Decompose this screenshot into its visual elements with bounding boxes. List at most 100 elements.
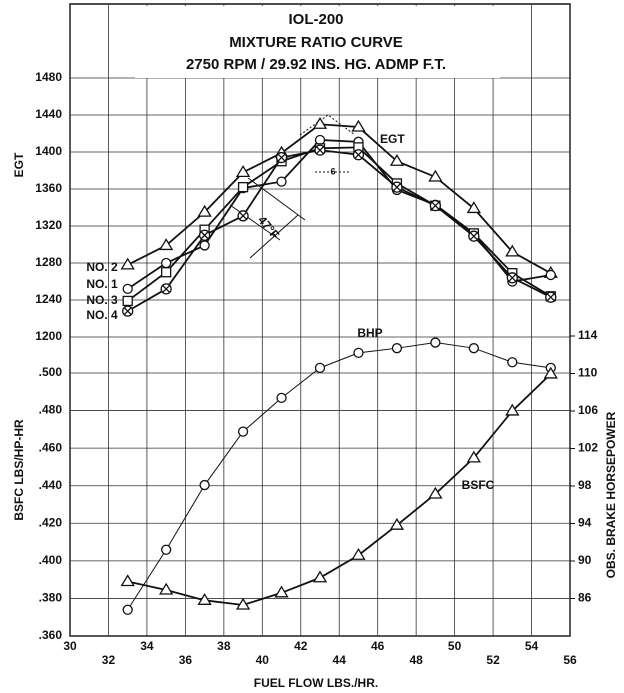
- marker: [466, 201, 481, 214]
- marker: [159, 582, 174, 595]
- marker: [352, 149, 365, 161]
- marker: [120, 257, 135, 270]
- series-line: [127, 139, 551, 290]
- annotation: EGT: [380, 132, 405, 146]
- x-axis-label: FUEL FLOW LBS./HR.: [254, 676, 378, 690]
- x-tick-label: 52: [486, 653, 500, 667]
- title-box: [135, 6, 500, 78]
- chart-subtitle: MIXTURE RATIO CURVE: [229, 34, 403, 51]
- y-tick-label: 1320: [35, 218, 62, 232]
- marker: [122, 283, 133, 295]
- marker: [505, 403, 520, 416]
- marker: [122, 604, 133, 615]
- marker: [161, 544, 172, 555]
- marker: [314, 134, 326, 146]
- marker: [276, 392, 287, 404]
- y-tick-label: 1200: [35, 329, 62, 343]
- y3-axis-label: OBS. BRAKE HORSEPOWER: [604, 411, 618, 578]
- plot-frame: [69, 3, 571, 637]
- marker: [466, 450, 481, 463]
- marker: [314, 144, 326, 156]
- marker: [428, 486, 443, 499]
- y-tick-label: 1400: [35, 144, 62, 158]
- series-line: [127, 146, 552, 302]
- y2-tick-label: .380: [39, 591, 63, 605]
- marker: [428, 169, 443, 182]
- y3-tick-label: 106: [578, 403, 598, 417]
- x-tick-label: 46: [371, 639, 385, 653]
- series-line: [127, 342, 551, 611]
- marker: [237, 210, 249, 222]
- y3-tick-label: 86: [578, 591, 592, 605]
- marker: [429, 200, 442, 212]
- marker: [543, 366, 558, 379]
- series-line: [127, 123, 552, 274]
- series-label: BHP: [357, 326, 382, 340]
- marker: [197, 593, 212, 605]
- marker: [312, 570, 328, 583]
- marker: [161, 257, 172, 269]
- marker: [391, 181, 403, 193]
- marker: [389, 153, 405, 166]
- y-tick-label: 1280: [35, 255, 62, 269]
- y-tick-label: 1360: [35, 181, 62, 195]
- x-tick-label: 56: [563, 653, 577, 667]
- marker: [505, 244, 520, 257]
- x-tick-label: 30: [63, 639, 77, 653]
- annotation-line: [299, 114, 356, 173]
- x-tick-label: 36: [179, 653, 193, 667]
- series-label: NO. 2: [86, 260, 118, 274]
- series-label: NO. 3: [86, 293, 118, 307]
- x-tick-label: 42: [294, 639, 308, 653]
- y2-tick-label: .460: [39, 440, 63, 454]
- marker: [160, 283, 172, 295]
- annotation-line: [229, 204, 281, 241]
- marker: [391, 343, 403, 354]
- marker: [274, 585, 289, 598]
- marker: [351, 119, 366, 132]
- y2-tick-label: .480: [39, 403, 63, 417]
- marker: [314, 362, 326, 374]
- series-line: [127, 373, 552, 606]
- marker: [235, 597, 251, 610]
- annotation: 6: [330, 166, 335, 176]
- x-tick-label: 50: [448, 639, 462, 653]
- marker: [237, 181, 249, 193]
- x-tick-label: 40: [256, 653, 270, 667]
- y3-tick-label: 90: [578, 553, 592, 567]
- y2-axis-label: BSFC LBS/HP-HR: [12, 419, 26, 521]
- y-axis-label: EGT: [12, 152, 26, 177]
- marker: [389, 517, 405, 530]
- marker: [122, 295, 133, 307]
- marker: [430, 337, 441, 348]
- y-tick-label: 1440: [35, 107, 62, 121]
- y3-tick-label: 114: [578, 328, 598, 342]
- x-tick-label: 38: [217, 639, 231, 653]
- annotation-line: [247, 177, 306, 221]
- y-tick-label: 1480: [35, 70, 62, 84]
- marker: [275, 151, 288, 164]
- marker: [235, 165, 251, 177]
- marker: [199, 479, 210, 491]
- marker: [122, 305, 134, 317]
- chart-title: IOL-200: [288, 11, 343, 28]
- y3-tick-label: 102: [578, 441, 598, 455]
- marker: [468, 343, 479, 354]
- marker: [468, 230, 480, 242]
- grid: [69, 4, 571, 637]
- x-tick-label: 54: [525, 639, 539, 653]
- x-tick-label: 32: [102, 653, 116, 667]
- y3-tick-label: 94: [578, 516, 592, 530]
- marker: [353, 347, 364, 359]
- y2-tick-label: .500: [39, 365, 63, 379]
- y3-tick-label: 110: [578, 366, 598, 380]
- series-line: [127, 149, 552, 312]
- annotation-line: [249, 214, 299, 259]
- series-label: BSFC: [462, 478, 495, 492]
- series-label: NO. 4: [86, 308, 118, 322]
- marker: [545, 291, 557, 303]
- y2-tick-label: .440: [39, 478, 63, 492]
- annotation: 47°F: [255, 213, 282, 242]
- y2-tick-label: .400: [39, 553, 63, 567]
